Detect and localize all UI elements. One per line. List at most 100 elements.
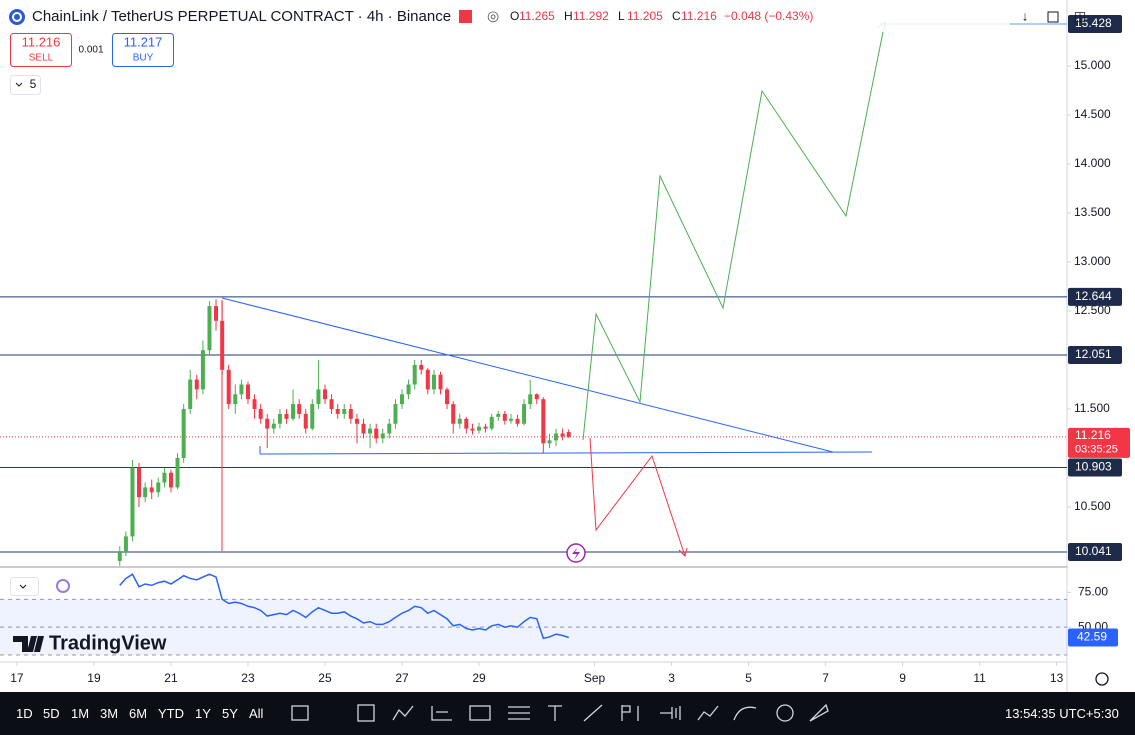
y-tick-label: 15.000	[1074, 58, 1111, 72]
candle-body	[496, 413, 501, 417]
ohlc-change: −0.048 (−0.43%)	[724, 9, 813, 23]
tool-icon[interactable]	[583, 704, 603, 722]
x-tick-label: Sep	[584, 671, 606, 685]
tool-icon[interactable]	[508, 706, 530, 720]
ohlc-value: 11.292	[573, 9, 609, 23]
range-button[interactable]: 5Y	[222, 706, 238, 721]
tool-icon[interactable]	[660, 706, 681, 720]
buy-price: 11.217	[124, 34, 163, 49]
candle-body	[400, 394, 405, 405]
candle-body	[457, 418, 462, 424]
visibility-icon[interactable]: ◎	[487, 8, 499, 24]
settings-icon[interactable]	[1095, 672, 1109, 686]
candle-body	[554, 433, 559, 441]
candle-body	[566, 432, 571, 437]
last-price-label: 11.216	[1075, 428, 1111, 442]
sell-button[interactable]	[10, 33, 72, 67]
candles	[117, 299, 571, 566]
rsi-icon[interactable]	[56, 579, 70, 593]
y-tick-label: 13.500	[1074, 205, 1111, 219]
candle-body	[541, 399, 546, 444]
range-button[interactable]: YTD	[158, 706, 184, 721]
candle-body	[291, 404, 296, 419]
candle-body	[277, 413, 282, 424]
level-label-bg	[1068, 543, 1122, 562]
tool-icon[interactable]	[392, 705, 414, 721]
candle-body	[265, 418, 270, 429]
candle-body	[502, 413, 507, 421]
buy-button[interactable]	[112, 33, 174, 67]
tool-icon[interactable]	[357, 704, 375, 722]
candle-body	[380, 433, 385, 439]
range-button[interactable]: 1M	[71, 706, 90, 721]
tool-icon[interactable]	[697, 705, 719, 721]
range-button[interactable]: 1Y	[195, 706, 211, 721]
candle-body	[406, 384, 411, 395]
levels	[0, 23, 1067, 553]
ohlc-key: C	[672, 9, 681, 23]
candle-body	[310, 404, 315, 429]
tool-icon[interactable]	[431, 706, 452, 721]
candle-body	[188, 379, 193, 410]
tool-icon[interactable]	[809, 703, 829, 722]
tool-icon[interactable]	[733, 706, 757, 721]
level-label: 12.051	[1075, 347, 1112, 361]
quantity: 0.001	[78, 45, 103, 56]
tool-icon[interactable]	[621, 705, 639, 721]
candle-body	[329, 399, 334, 410]
tool-icon[interactable]	[291, 705, 309, 721]
camera-icon[interactable]: ◫	[1074, 8, 1086, 23]
range-button[interactable]: 3M	[100, 706, 119, 721]
range-button[interactable]: All	[249, 706, 264, 721]
countdown: 03:35:25	[1075, 444, 1118, 456]
range-button[interactable]: 6M	[129, 706, 148, 721]
x-tick-label: 29	[472, 671, 486, 685]
candle-body	[214, 306, 219, 321]
y-tick-label: 14.000	[1074, 156, 1111, 170]
candle-body	[284, 413, 289, 419]
tool-icon[interactable]	[469, 705, 491, 721]
candle-body	[431, 374, 436, 390]
tool-icon[interactable]	[776, 704, 794, 722]
support-line	[259, 451, 873, 455]
symbol-title[interactable]: ChainLink / TetherUS PERPETUAL CONTRACT …	[32, 8, 451, 25]
candle-body	[522, 404, 527, 424]
ohlc-key: O	[510, 9, 519, 23]
candle-body	[387, 423, 392, 434]
candle-body	[149, 487, 154, 493]
chart: 15.000 14.500 14.000 13.500 13.000 12.500 11.5…	[0, 0, 1135, 692]
scroll-icon[interactable]: ↓	[1022, 8, 1029, 23]
candle-body	[156, 482, 161, 493]
y-tick-label: 14.500	[1074, 107, 1111, 121]
candle-body	[168, 472, 173, 488]
rsi-last-label: 42.59	[1077, 630, 1107, 644]
level-label: 12.644	[1075, 289, 1112, 303]
indicator-toggle[interactable]	[10, 75, 41, 95]
candle-body	[181, 409, 186, 459]
x-tick-label: 3	[668, 671, 675, 685]
candle-body	[477, 426, 482, 431]
x-tick-label: 9	[899, 671, 906, 685]
level-label-bg	[1068, 458, 1122, 477]
axes: 15.000 14.500 14.000 13.500 13.000 12.500 11.5…	[10, 0, 1135, 692]
ohlc: O 11.265 H 11.292 L 11.205 C 11.216 −0.048 (−0.4…	[510, 9, 813, 23]
candle-body	[464, 418, 469, 429]
x-tick-label: 25	[318, 671, 332, 685]
candle-body	[438, 374, 443, 390]
rsi-pane	[0, 573, 1067, 656]
tool-icon[interactable]	[548, 705, 562, 721]
range-button[interactable]: 1D	[16, 706, 33, 721]
range-button[interactable]: 5D	[43, 706, 60, 721]
candle-body	[368, 428, 373, 434]
candle-body	[489, 416, 494, 429]
candle-body	[528, 394, 533, 405]
candle-body	[252, 399, 257, 410]
candle-body	[271, 423, 276, 429]
flag[interactable]	[459, 10, 472, 23]
fullscreen-icon[interactable]	[1047, 11, 1059, 23]
rsi-last-bg	[1068, 628, 1118, 647]
candle-body	[162, 472, 167, 483]
chevron	[19, 584, 27, 589]
x-tick-label: 17	[10, 671, 24, 685]
